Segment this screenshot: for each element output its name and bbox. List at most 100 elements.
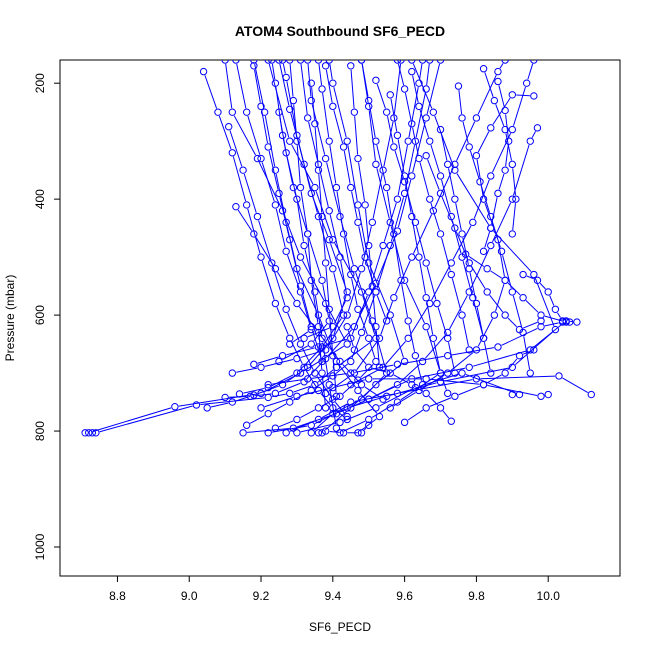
data-point (411, 218, 420, 227)
data-point (343, 311, 351, 319)
data-point (393, 360, 402, 369)
series-line-segment (429, 397, 452, 407)
series-line-segment (328, 374, 352, 392)
data-point (458, 114, 466, 122)
series-line-segment (486, 374, 502, 384)
data-point (271, 389, 280, 398)
data-point (214, 108, 222, 116)
data-point (447, 417, 455, 425)
series-line-segment (290, 243, 301, 283)
data-point (199, 67, 208, 76)
series-line-segment (258, 220, 272, 260)
series-line-segment (92, 407, 172, 433)
data-point (501, 106, 509, 115)
series-line-segment (351, 191, 358, 219)
series-line-segment (386, 191, 394, 231)
x-tick-label: 9.8 (468, 589, 485, 603)
data-point (487, 124, 495, 132)
series-line-segment (385, 340, 406, 365)
data-point (372, 322, 380, 331)
series-line-segment (516, 94, 530, 97)
data-point (257, 404, 265, 412)
series-line-segment (254, 69, 261, 103)
data-point (286, 105, 294, 113)
series-line-segment (450, 352, 474, 371)
series-line-segment (243, 387, 265, 394)
series (357, 60, 427, 389)
series-line-segment (372, 324, 387, 370)
series-line-segment (441, 237, 451, 271)
series-line-segment (393, 63, 402, 115)
data-point (282, 149, 290, 157)
series-line-segment (512, 203, 516, 231)
series-line-segment (394, 150, 404, 179)
data-point (171, 403, 179, 411)
series-line-segment (414, 386, 423, 392)
data-point (526, 137, 534, 145)
data-point (242, 201, 251, 209)
series-line-segment (455, 231, 469, 260)
series (347, 62, 384, 371)
data-point (307, 429, 315, 437)
series-line-segment (318, 63, 323, 86)
data-point (501, 125, 509, 134)
data-point (332, 424, 341, 432)
data-point (239, 166, 247, 174)
data-point (429, 207, 438, 215)
series (386, 91, 538, 412)
series-line-segment (507, 317, 518, 328)
series-line-segment (390, 98, 398, 132)
data-point (472, 151, 481, 160)
data-point (382, 317, 391, 325)
series-line-segment (289, 420, 315, 432)
data-point (92, 429, 100, 437)
series-line-segment (499, 63, 504, 69)
data-point (422, 85, 430, 93)
series-line-segment (430, 202, 440, 231)
x-tick-label: 9.6 (396, 589, 413, 603)
data-point (515, 325, 524, 334)
series-line-segment (329, 430, 340, 433)
series (372, 76, 459, 377)
series-line-segment (232, 156, 247, 202)
data-point (296, 253, 305, 261)
data-point (354, 201, 362, 209)
series-line-segment (493, 230, 532, 272)
data-point (300, 334, 308, 342)
data-point (443, 334, 452, 342)
series-line-segment (99, 405, 193, 433)
series-line-segment (298, 306, 317, 330)
series-line-segment (261, 162, 275, 202)
data-point (422, 114, 430, 122)
series-line-segment (415, 359, 423, 381)
data-point (271, 424, 280, 432)
series-line-segment (405, 185, 415, 219)
data-point (242, 108, 251, 116)
data-point (264, 429, 272, 437)
series-line-segment (336, 379, 365, 388)
data-point (339, 230, 348, 238)
data-point (343, 294, 351, 302)
series-line-segment (462, 318, 469, 347)
series-line-segment (444, 367, 509, 382)
data-point (347, 404, 355, 412)
data-point (253, 212, 262, 221)
data-point (390, 143, 398, 151)
series-line-segment (495, 283, 505, 312)
series-line-segment (376, 168, 390, 219)
series (232, 202, 387, 403)
series-line-segment (491, 197, 498, 225)
data-point (325, 236, 333, 244)
data-point (264, 143, 272, 151)
data-point (479, 247, 488, 256)
series-line-segment (383, 121, 394, 167)
data-point (436, 172, 445, 180)
series-line-segment (291, 341, 303, 364)
data-point (354, 386, 362, 395)
series-line-segment (426, 330, 440, 370)
series (408, 67, 488, 342)
data-point (487, 241, 495, 250)
y-tick-label: 800 (33, 421, 47, 441)
data-point (386, 91, 394, 99)
series-line-segment (386, 115, 394, 144)
